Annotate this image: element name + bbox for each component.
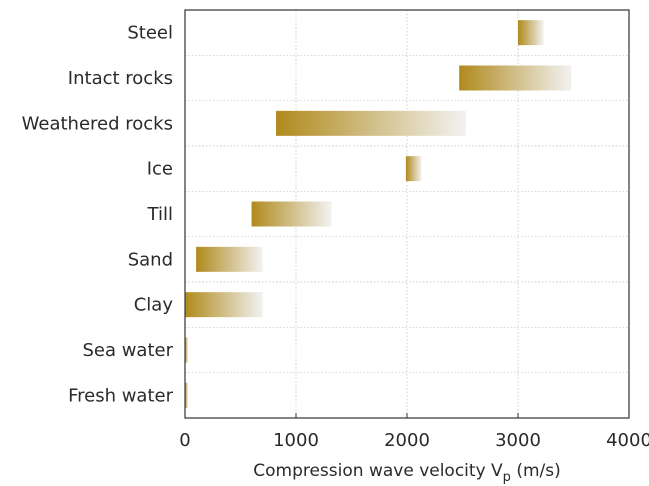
x-tick-label: 2000	[384, 430, 430, 451]
range-bar	[185, 292, 263, 318]
x-tick-labels: 0 1000 2000 3000 4000	[179, 413, 649, 451]
range-bar	[185, 337, 188, 363]
category-label: Sea water	[82, 340, 173, 361]
plot-frame	[184, 9, 630, 419]
x-tick-label: 0	[179, 430, 190, 451]
x-axis-title-main: Compression wave velocity V	[253, 461, 503, 481]
category-label: Weathered rocks	[22, 113, 173, 134]
category-label: Fresh water	[68, 385, 174, 406]
x-tick-label: 1000	[273, 430, 319, 451]
range-bar	[518, 20, 544, 46]
x-tick-label: 3000	[495, 430, 541, 451]
range-bar	[276, 110, 466, 136]
x-axis-title-unit: (m/s)	[511, 461, 561, 481]
range-bar	[251, 201, 332, 227]
category-label: Intact rocks	[68, 68, 173, 89]
x-tick-label: 4000	[606, 430, 649, 451]
x-axis-title-subscript: p	[503, 470, 511, 485]
category-label: Steel	[127, 23, 173, 44]
category-label: Clay	[134, 295, 174, 316]
category-label: Sand	[128, 249, 173, 270]
bars	[185, 20, 572, 408]
range-bar	[196, 246, 263, 272]
range-bar	[459, 65, 572, 91]
range-bar	[405, 156, 422, 182]
x-axis-title: Compression wave velocity Vp (m/s)	[253, 461, 561, 485]
category-label: Ice	[147, 159, 173, 180]
category-labels: Steel Intact rocks Weathered rocks Ice Till S…	[22, 23, 174, 407]
category-label: Till	[147, 204, 173, 225]
range-bar	[185, 382, 188, 408]
